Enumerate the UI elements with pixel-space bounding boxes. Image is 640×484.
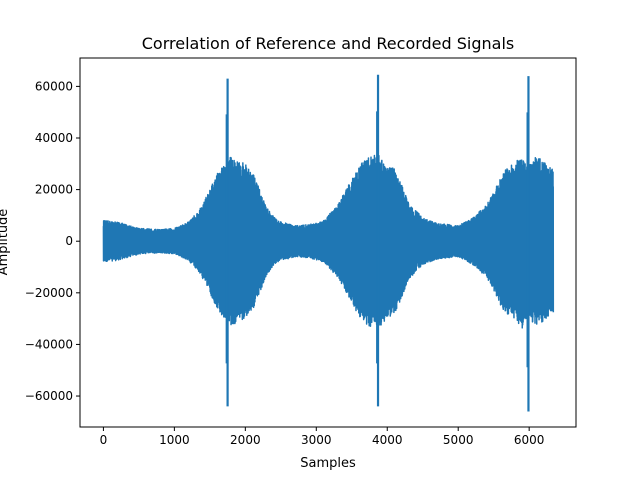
- axes-frame: [79, 57, 577, 428]
- x-tick-label: 0: [100, 433, 108, 447]
- y-tick-label: 20000: [35, 183, 73, 197]
- y-tick-label: −20000: [25, 286, 73, 300]
- y-tick-label: −60000: [25, 389, 73, 403]
- chart-title: Correlation of Reference and Recorded Si…: [142, 34, 515, 53]
- x-tick-label: 3000: [301, 433, 332, 447]
- y-tick-label: −40000: [25, 337, 73, 351]
- x-tick-label: 6000: [514, 433, 545, 447]
- y-axis-ticks: −60000 −40000 −20000 0 20000 40000 60000: [25, 79, 80, 403]
- plot-area: [102, 74, 555, 412]
- x-axis-ticks: 0 1000 2000 3000 4000 5000 6000: [100, 427, 545, 447]
- y-tick-label: 60000: [35, 79, 73, 93]
- x-tick-label: 2000: [230, 433, 261, 447]
- x-tick-label: 1000: [159, 433, 190, 447]
- x-tick-label: 4000: [372, 433, 403, 447]
- series-line-correlation: [102, 154, 555, 329]
- y-tick-label: 0: [65, 234, 73, 248]
- x-tick-label: 5000: [443, 433, 474, 447]
- x-axis-label: Samples: [300, 456, 356, 471]
- y-tick-label: 40000: [35, 131, 73, 145]
- y-axis-label: Amplitude: [0, 209, 11, 276]
